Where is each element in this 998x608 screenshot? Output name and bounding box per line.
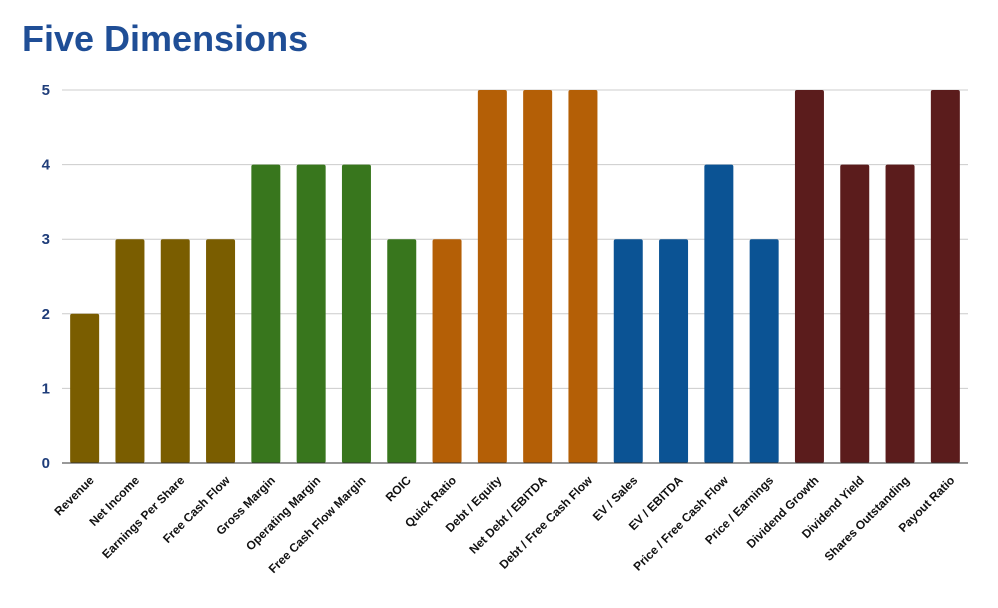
bar — [885, 164, 915, 463]
y-axis-ticks: 0 1 2 3 4 5 — [42, 82, 51, 472]
bars — [70, 90, 960, 463]
y-tick-label: 4 — [42, 157, 51, 174]
y-tick-label: 5 — [42, 82, 50, 99]
bar — [296, 164, 326, 463]
bar — [251, 164, 281, 463]
bar — [704, 164, 734, 463]
x-tick-label: Earnings Per Share — [99, 473, 187, 561]
bar — [477, 90, 507, 463]
bar — [794, 90, 824, 463]
bar — [70, 313, 100, 463]
bar — [568, 90, 598, 463]
bar — [115, 239, 145, 463]
y-tick-label: 2 — [42, 306, 50, 323]
bar — [160, 239, 190, 463]
y-tick-label: 0 — [42, 455, 50, 472]
bar — [840, 164, 870, 463]
x-tick-label: Shares Outstanding — [822, 473, 913, 564]
bar — [659, 239, 689, 463]
x-tick-label: ROIC — [383, 473, 414, 504]
bar — [930, 90, 960, 463]
bar — [523, 90, 553, 463]
y-tick-label: 1 — [42, 380, 50, 397]
x-tick-label: Net Debt / EBITDA — [466, 473, 550, 557]
y-tick-label: 3 — [42, 231, 50, 248]
chart-title: Five Dimensions — [22, 18, 309, 59]
bar — [206, 239, 236, 463]
x-tick-label: Revenue — [51, 473, 97, 519]
gridlines — [62, 89, 968, 389]
bar — [613, 239, 643, 463]
bar — [387, 239, 417, 463]
bar — [341, 164, 371, 463]
x-tick-label: Debt / Free Cash Flow — [497, 473, 596, 572]
bar — [749, 239, 779, 463]
bar — [432, 239, 462, 463]
